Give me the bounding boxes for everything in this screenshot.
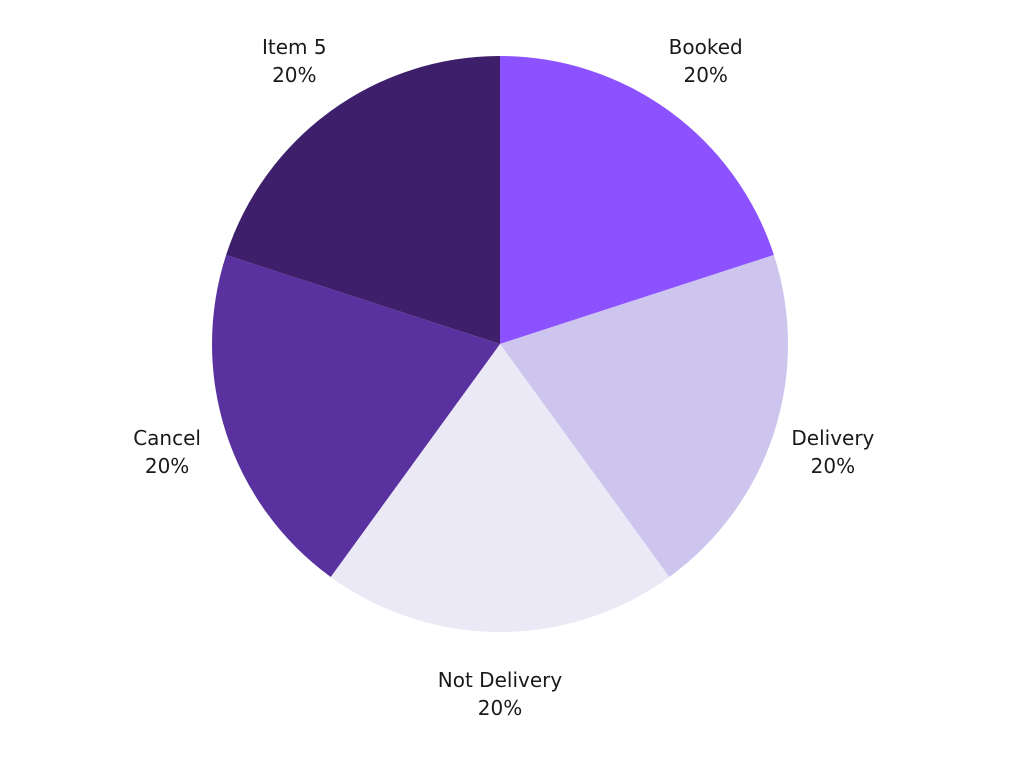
slice-percent-label: 20% (272, 63, 316, 87)
slice-category-label: Not Delivery (438, 668, 563, 692)
slice-percent-label: 20% (811, 454, 855, 478)
pie-slice-booked (500, 56, 774, 344)
pie-slice-not-delivery (330, 344, 670, 633)
slice-percent-label: 20% (478, 696, 522, 720)
pie-slice-item-5 (226, 56, 500, 344)
slice-category-label: Booked (669, 35, 743, 59)
slice-category-label: Item 5 (262, 35, 327, 59)
slice-percent-label: 20% (683, 63, 727, 87)
pie-slices (212, 56, 788, 633)
pie-slice-delivery (500, 255, 788, 577)
slice-percent-label: 20% (145, 454, 189, 478)
pie-slice-cancel (212, 255, 501, 577)
slice-category-label: Cancel (133, 426, 201, 450)
pie-labels: Booked 20% Delivery 20% Not Delivery 20% Cance… (133, 35, 874, 720)
slice-category-label: Delivery (791, 426, 874, 450)
